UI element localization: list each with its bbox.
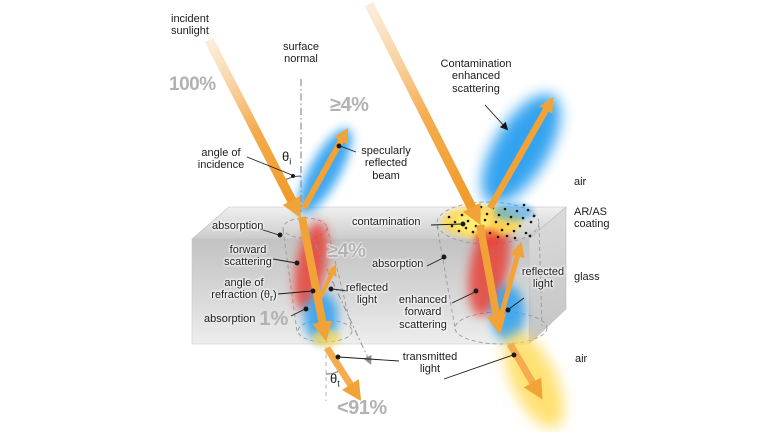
angle-of-refraction-close: ) — [273, 289, 277, 302]
air-bottom-label: air — [575, 353, 588, 365]
theta-i-label: θi — [282, 149, 292, 167]
exit-glow-left — [312, 329, 340, 347]
reflected-light-right-label: reflected light — [521, 266, 565, 291]
theta-r-subscript: r — [269, 293, 274, 304]
incident-percentage: 100% — [169, 74, 216, 95]
leader-reflected-right — [508, 297, 525, 310]
left-cylinder-side — [326, 226, 353, 331]
incident-beam-right — [364, 1, 481, 226]
leader-absorption-coating — [259, 228, 280, 236]
incident-sunlight-label: incident sunlight — [171, 13, 209, 38]
leader-contamination — [430, 223, 463, 226]
contamination-scattered-beam — [487, 96, 554, 210]
absorption-coating-label: absorption — [212, 220, 264, 232]
angle-of-refraction-label: angle of refraction (θr) — [211, 277, 277, 304]
glass-label: glass — [574, 271, 600, 283]
internal-reflected-beam-right — [497, 241, 525, 321]
angle-of-refraction-text: angle of refraction (θ — [211, 277, 270, 302]
contamination-label: contamination — [352, 216, 421, 228]
theta-t-subscript: t — [337, 378, 340, 389]
light-beams — [204, 1, 554, 402]
contamination-blue-tinge — [494, 203, 534, 221]
refracted-beam-right — [476, 224, 507, 335]
ar-as-coating-label: AR/AS coating — [574, 206, 610, 231]
leader-specular — [339, 145, 357, 153]
leader-angle-of-incidence — [246, 156, 293, 176]
theta-i-symbol: θ — [282, 149, 290, 164]
transmitted-light-label: transmitted light — [402, 351, 458, 376]
absorption-exit-label: absorption 1% — [204, 309, 288, 329]
leader-lines — [246, 104, 525, 380]
absorption-exit-word: absorption — [204, 313, 256, 325]
forward-scattering-label: forward scattering — [224, 244, 272, 269]
absorption-percentage: 1% — [259, 308, 289, 330]
leader-transmitted-right — [443, 354, 514, 380]
leader-angle-of-refraction — [277, 290, 313, 295]
leader-transmitted-left — [338, 356, 400, 362]
theta-i-subscript: i — [289, 156, 292, 167]
specular-reflected-beam — [301, 127, 349, 210]
leader-reflected-left — [331, 288, 349, 292]
internal-reflected-beam-left — [315, 264, 337, 306]
theta-t-label: θt — [330, 371, 340, 389]
theta-t-symbol: θ — [330, 371, 338, 386]
enhanced-forward-scattering-label: enhanced forward scattering — [398, 294, 448, 331]
transmitted-percentage: <91% — [337, 397, 387, 419]
incident-beam-left — [204, 37, 301, 219]
leader-absorption-bulk — [426, 257, 444, 267]
leader-absorption-exit — [290, 308, 306, 317]
specular-percentage: ≥4% — [330, 94, 369, 116]
absorption-bulk-label: absorption — [372, 258, 424, 270]
angle-of-incidence-label: angle of incidence — [197, 147, 245, 172]
internal-reflection-percentage: ≥4% — [327, 240, 366, 262]
leader-enhanced-forward — [451, 291, 476, 304]
specularly-reflected-beam-label: specularly reflected beam — [361, 145, 411, 182]
leader-forward-scattering — [272, 258, 297, 264]
surface-normal-label: surface normal — [282, 41, 320, 66]
transmitted-beam-left — [324, 346, 362, 402]
right-cylinder-side — [538, 225, 543, 327]
right-cylinder-side — [436, 225, 456, 329]
undeviated-ray-line — [303, 219, 372, 365]
air-top-label: air — [574, 176, 587, 188]
transmitted-beam-right — [506, 342, 543, 400]
reflected-light-left-label: reflected light — [345, 282, 389, 307]
contamination-enhanced-scattering-label: Contamination enhanced scattering — [440, 58, 512, 95]
leader-contamination-scattering — [484, 104, 509, 131]
refracted-beam-left — [298, 216, 333, 342]
